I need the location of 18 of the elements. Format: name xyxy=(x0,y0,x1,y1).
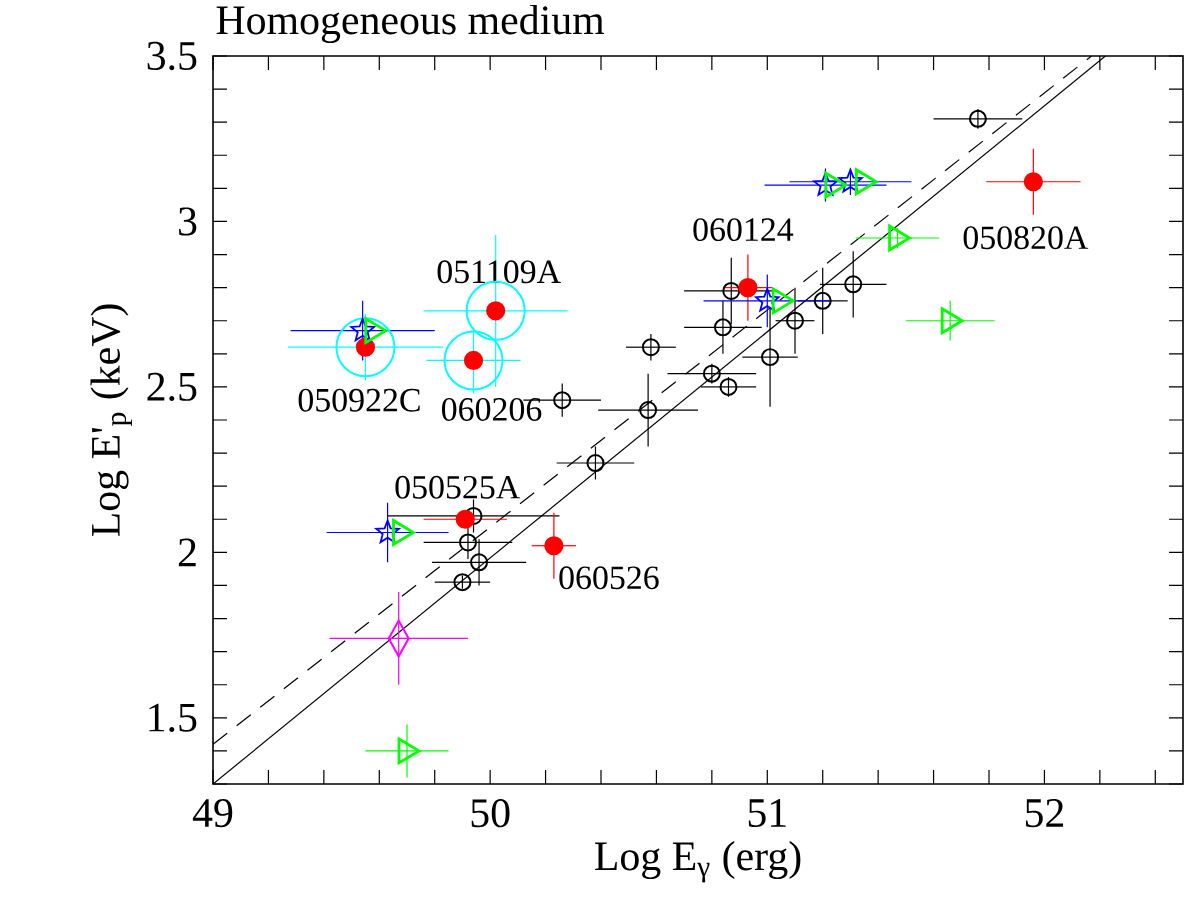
annotation: 050922C xyxy=(298,388,420,412)
annotation: 060206 xyxy=(441,398,542,421)
y-tick-label: 3.5 xyxy=(147,41,197,71)
x-tick-label: 50 xyxy=(471,799,510,828)
y-tick-label: 2.5 xyxy=(147,372,197,402)
annotation: 060526 xyxy=(559,566,659,590)
y-axis-title: Log E'$_{p}$ (keV) xyxy=(90,304,132,537)
annotation: 050525A xyxy=(395,475,520,499)
chart-title: Homogeneous medium xyxy=(216,4,605,44)
x-tick-label: 52 xyxy=(1025,799,1064,828)
y-tick-label: 3 xyxy=(179,207,197,236)
x-axis-title: Log E$_{γ}$ (erg) xyxy=(595,840,801,883)
x-tick-label: 51 xyxy=(748,799,786,828)
y-tick-label: 2 xyxy=(178,538,196,567)
x-tick-label: 49 xyxy=(192,799,233,828)
y-tick-label: 1.5 xyxy=(149,703,197,732)
annotation: 060124 xyxy=(693,218,794,242)
annotation: 050820A xyxy=(963,226,1089,250)
